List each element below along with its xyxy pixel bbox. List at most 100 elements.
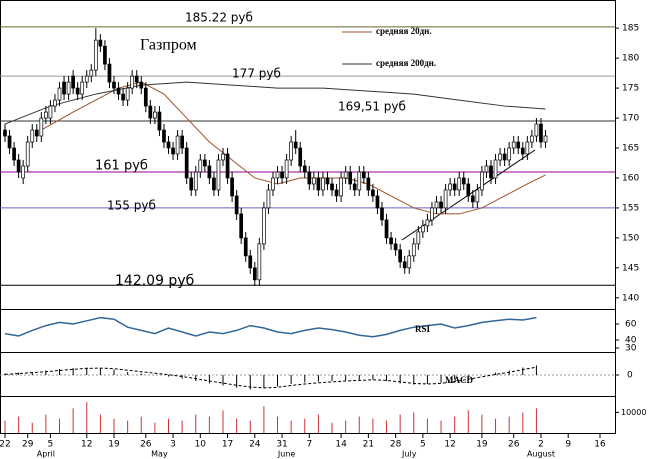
candle-body bbox=[16, 159, 21, 173]
candle-body bbox=[153, 111, 157, 119]
macd-signal bbox=[4, 366, 537, 389]
candle-body bbox=[470, 195, 475, 203]
candle-body bbox=[352, 183, 357, 191]
candle-body bbox=[448, 183, 452, 191]
candle-body bbox=[389, 237, 393, 245]
x-tick-label: 10 bbox=[195, 440, 207, 450]
x-tick-label: 5 bbox=[420, 440, 426, 450]
candle-body bbox=[425, 219, 430, 227]
candle-body bbox=[162, 129, 166, 143]
x-tick-label: 3 bbox=[170, 440, 176, 450]
legend-label: средняя 200дн. bbox=[376, 58, 436, 68]
y-tick-label: 165 bbox=[622, 144, 639, 154]
x-tick-label: 22 bbox=[0, 440, 11, 450]
candle-body bbox=[525, 141, 530, 155]
candle-body bbox=[230, 177, 234, 197]
candle-body bbox=[243, 237, 248, 257]
candle-body bbox=[457, 177, 462, 191]
x-tick-label: 17 bbox=[222, 440, 233, 450]
panel-label: RSI bbox=[415, 324, 431, 334]
candle-body bbox=[384, 219, 389, 239]
candle-body bbox=[293, 141, 298, 149]
candle-body bbox=[534, 123, 539, 137]
candle-body bbox=[216, 159, 221, 191]
candle-body bbox=[103, 45, 107, 65]
x-tick-label: 26 bbox=[508, 440, 520, 450]
chart-title: Газпром bbox=[140, 37, 197, 54]
candle-body bbox=[225, 153, 230, 179]
x-tick-label: 19 bbox=[476, 440, 488, 450]
month-label: April bbox=[37, 450, 55, 459]
candle-body bbox=[380, 207, 384, 221]
candle-body bbox=[180, 135, 184, 149]
y-tick-label: 145 bbox=[622, 263, 639, 273]
candle-body bbox=[71, 75, 75, 89]
candle-body bbox=[89, 69, 94, 77]
candle-body bbox=[248, 255, 253, 269]
candle-body bbox=[3, 129, 7, 137]
candle-body bbox=[371, 189, 375, 197]
candle-body bbox=[257, 243, 262, 281]
candle-body bbox=[339, 177, 343, 197]
candle-body bbox=[80, 81, 85, 95]
candle-body bbox=[302, 165, 307, 173]
candle-body bbox=[66, 81, 71, 95]
candle-body bbox=[361, 171, 366, 179]
candle-body bbox=[7, 135, 12, 149]
candle-body bbox=[325, 177, 330, 185]
candle-body bbox=[343, 171, 348, 179]
candle-body bbox=[275, 171, 280, 179]
candle-body bbox=[493, 159, 498, 179]
y-tick-label: 150 bbox=[622, 233, 639, 243]
x-tick-label: 29 bbox=[22, 440, 34, 450]
candle-body bbox=[316, 177, 321, 191]
candle-body bbox=[157, 111, 162, 131]
candle-body bbox=[130, 75, 135, 89]
candle-body bbox=[334, 189, 339, 197]
x-tick-label: 5 bbox=[48, 440, 54, 450]
candle-body bbox=[321, 177, 325, 191]
x-tick-label: 28 bbox=[390, 440, 402, 450]
candle-body bbox=[520, 147, 525, 155]
candle-body bbox=[398, 249, 403, 263]
candle-body bbox=[443, 189, 448, 209]
candle-body bbox=[34, 129, 39, 137]
y-tick-label: 40 bbox=[625, 336, 637, 346]
candle-body bbox=[39, 117, 44, 137]
x-tick-label: 2 bbox=[538, 440, 544, 450]
candle-body bbox=[121, 93, 125, 101]
candle-body bbox=[116, 87, 121, 95]
candle-body bbox=[507, 147, 512, 161]
candle-body bbox=[357, 171, 362, 191]
candle-body bbox=[25, 141, 30, 167]
y-tick-label: 0 bbox=[627, 371, 633, 381]
x-tick-label: 26 bbox=[140, 440, 152, 450]
candle-body bbox=[348, 171, 353, 185]
candle-body bbox=[461, 177, 466, 185]
x-tick-label: 12 bbox=[444, 440, 455, 450]
candle-body bbox=[511, 141, 516, 149]
candle-body bbox=[402, 261, 407, 269]
candle-body bbox=[271, 177, 275, 191]
candle-body bbox=[452, 183, 457, 191]
candle-body bbox=[284, 159, 289, 179]
candle-body bbox=[234, 195, 239, 215]
level-label: 142.09 руб bbox=[115, 273, 194, 289]
candle-body bbox=[75, 87, 80, 95]
candle-body bbox=[484, 165, 489, 173]
candle-body bbox=[21, 165, 26, 179]
y-tick-label: 140 bbox=[622, 293, 639, 303]
candle-body bbox=[502, 153, 507, 161]
candle-body bbox=[98, 39, 103, 47]
y-tick-label: 185 bbox=[622, 24, 639, 34]
candle-body bbox=[125, 87, 130, 101]
x-tick-label: 21 bbox=[363, 440, 374, 450]
candle-body bbox=[93, 39, 98, 71]
candle-body bbox=[148, 105, 153, 119]
candle-body bbox=[411, 243, 416, 257]
candle-body bbox=[84, 75, 89, 83]
candle-body bbox=[207, 165, 212, 179]
candle-body bbox=[434, 201, 439, 209]
candle-body bbox=[298, 147, 303, 167]
